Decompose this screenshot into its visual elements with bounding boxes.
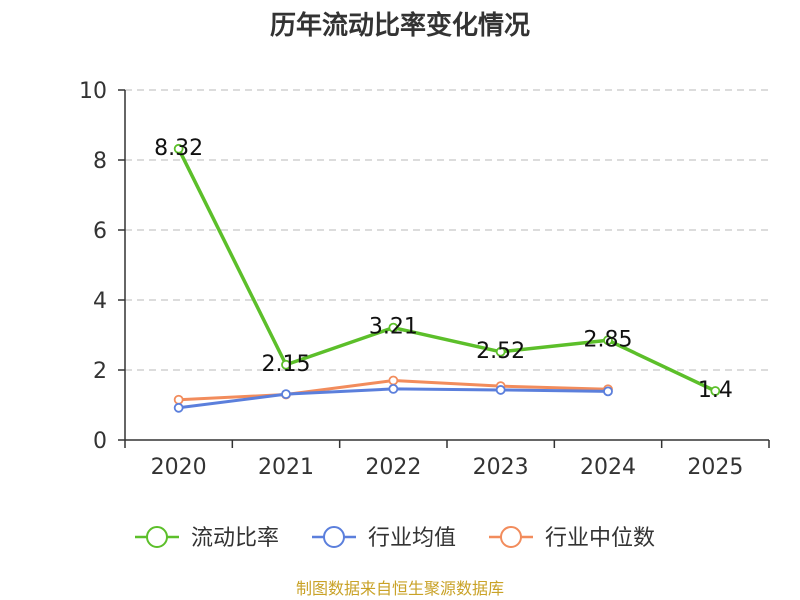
- legend-marker: [500, 526, 522, 548]
- legend-marker: [146, 526, 168, 548]
- data-point[interactable]: [281, 389, 291, 400]
- chart-title: 历年流动比率变化情况: [270, 10, 530, 41]
- data-label: 3.21: [369, 315, 418, 340]
- data-label: 2.85: [584, 327, 633, 352]
- data-point[interactable]: [281, 359, 291, 370]
- data-point[interactable]: [173, 402, 184, 413]
- data-label: 2.15: [262, 352, 311, 377]
- data-point[interactable]: [710, 386, 721, 396]
- legend-item[interactable]: 流动比率: [135, 526, 279, 551]
- data-point[interactable]: [388, 383, 399, 394]
- data-point[interactable]: [495, 346, 506, 357]
- series-line: [177, 148, 717, 393]
- series-1: [173, 383, 613, 413]
- legend-label: 行业均值: [368, 526, 456, 551]
- data-point[interactable]: [388, 322, 399, 333]
- x-tick-label: 2020: [151, 455, 207, 480]
- data-label: 1.4: [698, 378, 733, 403]
- x-tick-label: 2025: [687, 455, 743, 480]
- data-point[interactable]: [603, 335, 613, 346]
- x-tick-label: 2024: [580, 455, 636, 480]
- data-point[interactable]: [495, 385, 506, 395]
- y-tick-label: 4: [93, 289, 107, 314]
- series-0: [173, 143, 721, 396]
- data-label: 2.52: [476, 339, 525, 364]
- legend[interactable]: 流动比率 行业均值 行业中位数: [135, 526, 655, 551]
- x-tick-label: 2022: [365, 455, 421, 480]
- data-labels: 8.32 2.15 3.21 2.52 2.85 1.4: [154, 136, 733, 403]
- legend-label: 流动比率: [191, 526, 279, 551]
- y-tick-label: 6: [93, 219, 107, 244]
- series-lines: [173, 143, 721, 413]
- data-label: 8.32: [154, 136, 203, 161]
- grid-lines: [125, 89, 769, 371]
- data-point[interactable]: [388, 375, 399, 386]
- source-note: 制图数据来自恒生聚源数据库: [296, 579, 504, 598]
- legend-item[interactable]: 行业中位数: [489, 526, 655, 551]
- legend-label: 行业中位数: [545, 526, 655, 551]
- data-point[interactable]: [173, 143, 184, 154]
- y-tick-label: 10: [79, 79, 107, 104]
- legend-item[interactable]: 行业均值: [312, 526, 456, 551]
- x-tick-label: 2023: [473, 455, 529, 480]
- y-tick-label: 0: [93, 429, 107, 454]
- data-point[interactable]: [603, 386, 613, 397]
- axes: 0 2 4 6 8 10 2020 2021 2022 2023 2024 2025: [79, 79, 770, 480]
- legend-marker: [323, 526, 345, 548]
- y-tick-label: 8: [93, 149, 107, 174]
- x-tick-label: 2021: [258, 455, 314, 480]
- data-point[interactable]: [173, 394, 184, 405]
- y-tick-label: 2: [93, 359, 107, 384]
